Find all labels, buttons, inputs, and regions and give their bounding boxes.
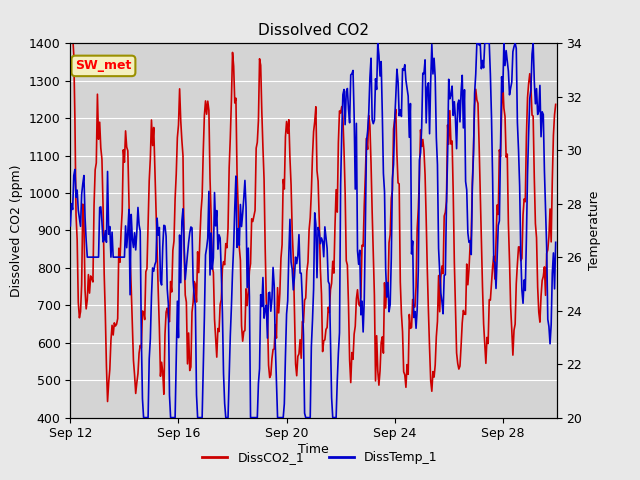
Title: Dissolved CO2: Dissolved CO2 bbox=[258, 23, 369, 38]
Y-axis label: Dissolved CO2 (ppm): Dissolved CO2 (ppm) bbox=[10, 164, 23, 297]
Y-axis label: Temperature: Temperature bbox=[588, 191, 601, 270]
X-axis label: Time: Time bbox=[298, 443, 329, 456]
Text: SW_met: SW_met bbox=[76, 60, 132, 72]
Legend: DissCO2_1, DissTemp_1: DissCO2_1, DissTemp_1 bbox=[197, 446, 443, 469]
